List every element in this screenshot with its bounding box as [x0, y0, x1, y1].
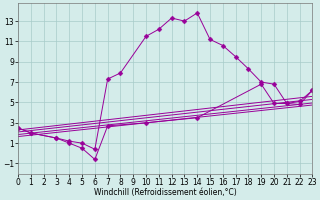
X-axis label: Windchill (Refroidissement éolien,°C): Windchill (Refroidissement éolien,°C) — [94, 188, 236, 197]
